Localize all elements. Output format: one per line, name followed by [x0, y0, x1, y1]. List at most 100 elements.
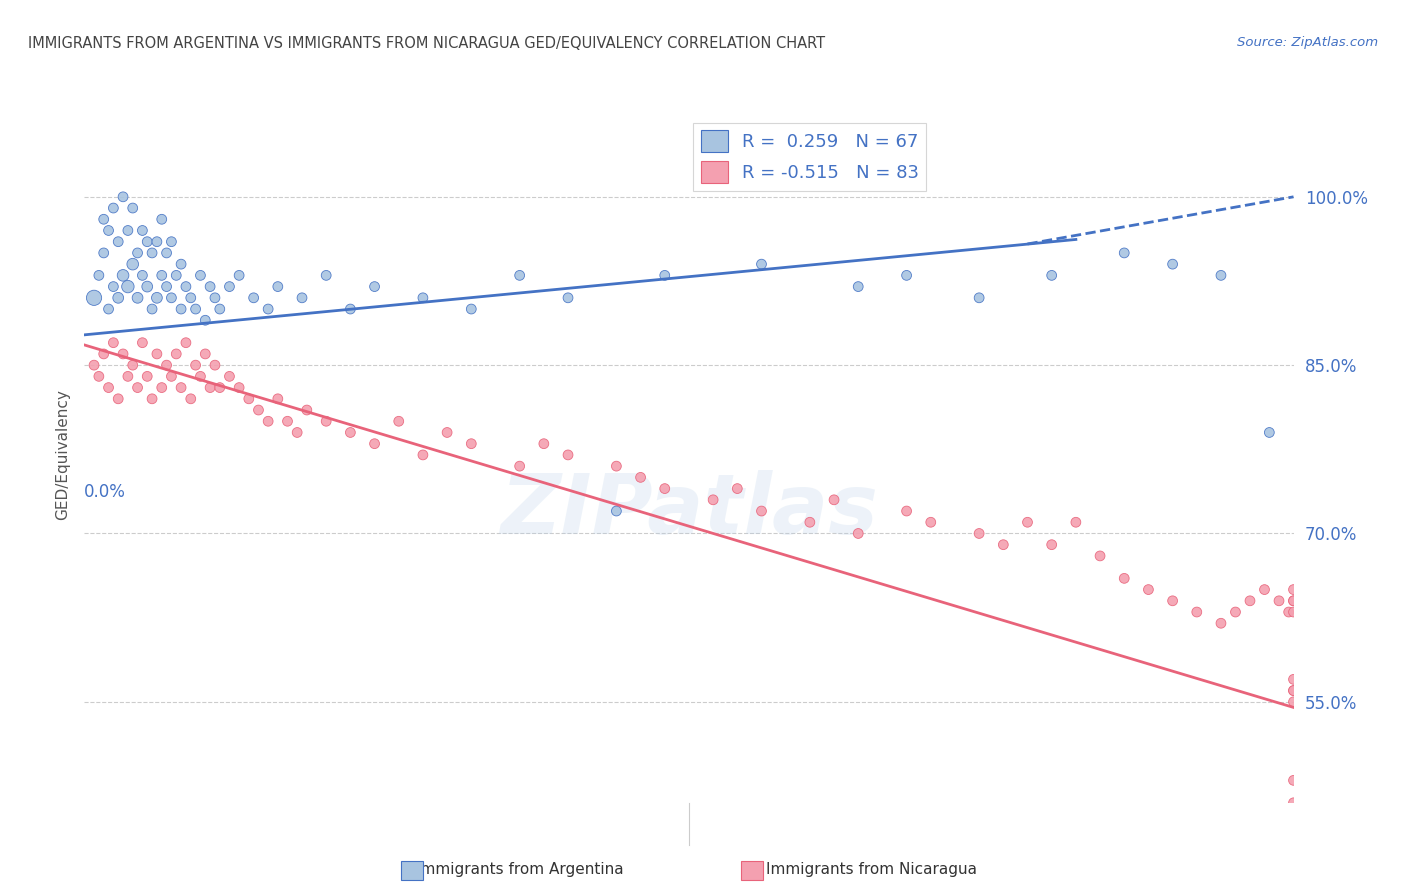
Point — [993, 538, 1015, 552]
Point — [83, 291, 105, 305]
Point — [174, 335, 197, 350]
Point — [967, 291, 990, 305]
Point — [896, 504, 918, 518]
Point — [725, 482, 748, 496]
Point — [160, 369, 183, 384]
Point — [1278, 605, 1301, 619]
Point — [315, 268, 337, 283]
Point — [131, 335, 153, 350]
Point — [180, 291, 202, 305]
Point — [1239, 594, 1261, 608]
Point — [146, 347, 169, 361]
Point — [112, 347, 135, 361]
Point — [112, 190, 135, 204]
Point — [150, 268, 173, 283]
Point — [87, 369, 110, 384]
Text: ZIPatlas: ZIPatlas — [501, 470, 877, 551]
Point — [1137, 582, 1160, 597]
Point — [630, 470, 652, 484]
Point — [295, 403, 318, 417]
Point — [257, 414, 280, 428]
Point — [1282, 796, 1305, 810]
Point — [208, 301, 231, 316]
Point — [155, 246, 177, 260]
Point — [194, 313, 217, 327]
Point — [751, 504, 773, 518]
Point — [97, 223, 120, 237]
Point — [136, 369, 159, 384]
Legend: R =  0.259   N = 67, R = -0.515   N = 83: R = 0.259 N = 67, R = -0.515 N = 83 — [693, 123, 927, 191]
Point — [1209, 268, 1232, 283]
Point — [509, 459, 531, 474]
Point — [823, 492, 845, 507]
Point — [1282, 594, 1305, 608]
Point — [654, 268, 676, 283]
Point — [121, 201, 143, 215]
Text: 0.0%: 0.0% — [84, 483, 127, 500]
Point — [136, 235, 159, 249]
Point — [436, 425, 458, 440]
Point — [107, 392, 129, 406]
Point — [557, 448, 579, 462]
Point — [198, 279, 221, 293]
Point — [1268, 594, 1291, 608]
Point — [150, 212, 173, 227]
Point — [87, 268, 110, 283]
Text: IMMIGRANTS FROM ARGENTINA VS IMMIGRANTS FROM NICARAGUA GED/EQUIVALENCY CORRELATI: IMMIGRANTS FROM ARGENTINA VS IMMIGRANTS … — [28, 36, 825, 51]
Point — [315, 414, 337, 428]
Point — [170, 301, 193, 316]
Point — [267, 279, 290, 293]
Text: Immigrants from Argentina: Immigrants from Argentina — [416, 863, 624, 877]
Point — [103, 279, 125, 293]
Point — [204, 358, 226, 372]
Point — [388, 414, 411, 428]
Point — [509, 268, 531, 283]
Point — [1282, 673, 1305, 687]
Point — [141, 301, 163, 316]
Point — [363, 436, 385, 450]
Y-axis label: GED/Equivalency: GED/Equivalency — [55, 390, 70, 520]
Point — [1253, 582, 1275, 597]
Point — [165, 347, 187, 361]
Point — [1282, 695, 1305, 709]
Point — [1209, 616, 1232, 631]
Point — [121, 358, 143, 372]
Point — [117, 369, 139, 384]
Point — [605, 504, 627, 518]
Point — [257, 301, 280, 316]
Point — [846, 279, 869, 293]
Point — [654, 482, 676, 496]
Point — [180, 392, 202, 406]
Point — [93, 246, 115, 260]
Point — [339, 425, 361, 440]
Point — [1040, 538, 1063, 552]
Point — [131, 268, 153, 283]
Point — [412, 291, 434, 305]
Point — [238, 392, 260, 406]
Point — [190, 369, 212, 384]
Point — [127, 381, 149, 395]
Point — [533, 436, 555, 450]
Point — [170, 381, 193, 395]
Point — [412, 448, 434, 462]
Point — [1114, 246, 1136, 260]
Text: Immigrants from Nicaragua: Immigrants from Nicaragua — [766, 863, 977, 877]
Point — [194, 347, 217, 361]
Point — [605, 459, 627, 474]
Point — [190, 268, 212, 283]
Point — [121, 257, 143, 271]
Point — [155, 358, 177, 372]
Point — [198, 381, 221, 395]
Point — [208, 381, 231, 395]
Point — [1040, 268, 1063, 283]
Point — [1064, 515, 1087, 529]
Point — [267, 392, 290, 406]
Point — [141, 392, 163, 406]
Point — [160, 235, 183, 249]
Point — [363, 279, 385, 293]
Point — [291, 291, 314, 305]
Point — [557, 291, 579, 305]
Point — [846, 526, 869, 541]
Point — [702, 492, 724, 507]
Point — [896, 268, 918, 283]
